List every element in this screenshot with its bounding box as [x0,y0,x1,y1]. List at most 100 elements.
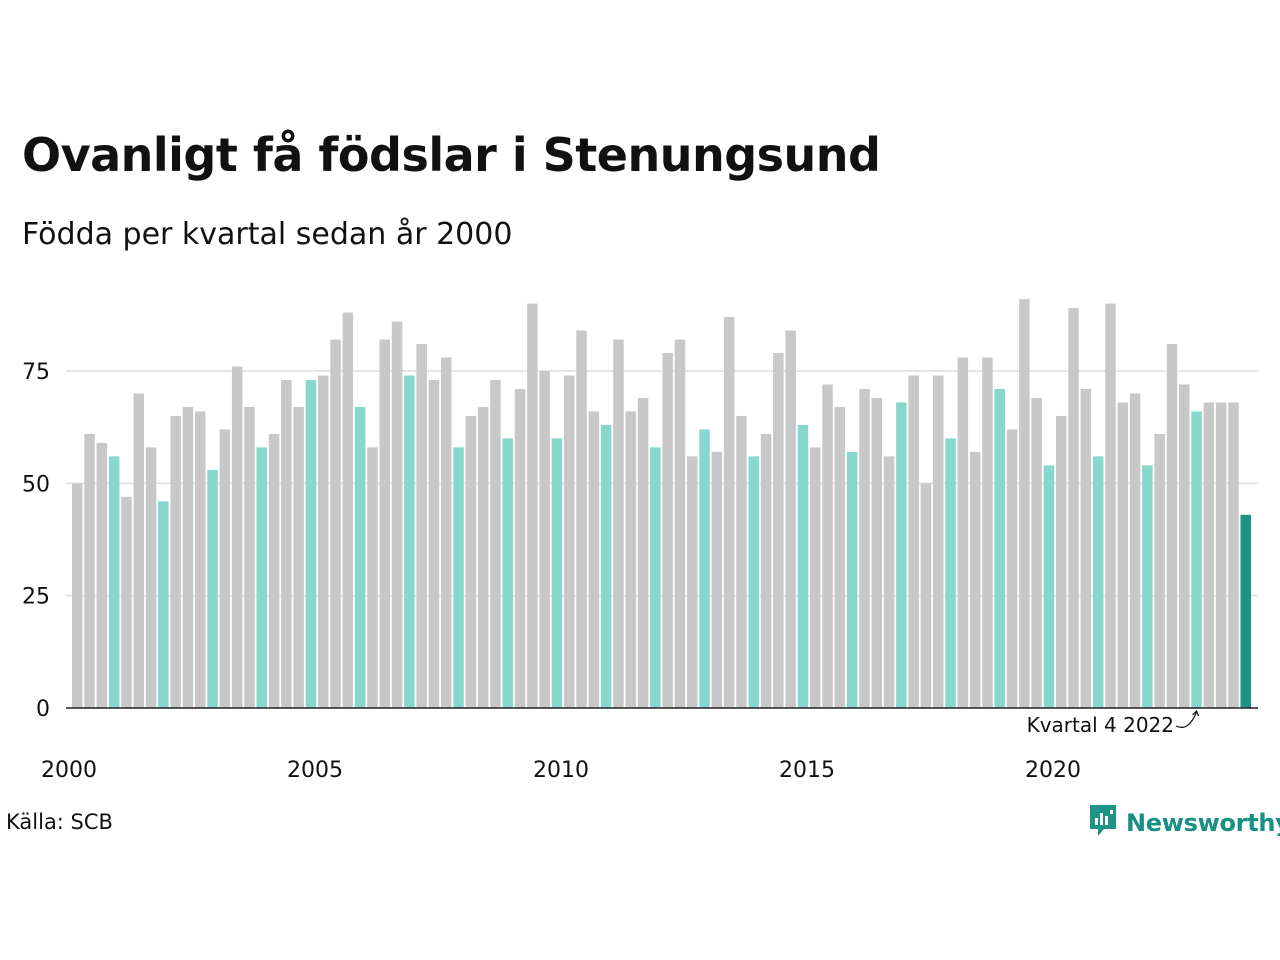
bar [195,411,206,708]
bar [969,451,981,708]
source-label: Källa: SCB [6,810,113,834]
brand-logo: Newsworthy [1088,803,1280,843]
bar [416,344,427,708]
bar [883,456,895,708]
bar [711,451,723,708]
bar [133,393,144,708]
bar [490,379,501,708]
bar [810,447,821,708]
bar [318,375,329,708]
bar [551,438,563,708]
bar [219,429,231,708]
bar [1092,456,1104,708]
x-tick-label: 2000 [41,758,97,783]
bar [182,406,194,708]
bar [1191,411,1202,708]
chart-title: Ovanligt få födslar i Stenungsund [22,128,881,182]
bar [268,433,280,708]
bar [404,375,415,708]
bar [736,415,747,708]
bar [367,447,378,708]
brand-name: Newsworthy [1126,809,1280,837]
x-axis-ticks: 2000 2005 2010 2015 2020 [41,758,1081,783]
bar [527,303,538,708]
y-tick-label: 50 [22,472,50,497]
bar [748,456,759,708]
bar [896,402,907,708]
bar [293,406,304,708]
bar [453,447,464,708]
bar [1215,402,1227,708]
bar [957,357,969,708]
bar [1129,393,1141,708]
bar [96,442,108,708]
bar [1228,402,1239,708]
bar [1068,308,1079,708]
bar [637,397,649,708]
x-tick-label: 2020 [1025,758,1081,783]
bar [1203,402,1215,708]
bar [1031,397,1042,708]
bar [576,330,587,708]
bar [441,357,452,708]
bar [846,451,858,708]
y-tick-label: 25 [22,585,50,610]
bar [379,339,390,708]
bar [108,456,120,708]
bar [662,353,673,708]
bar [773,353,784,708]
bar [281,379,292,708]
bar [822,384,833,708]
x-tick-label: 2005 [287,758,343,783]
bar [477,406,489,708]
bar [342,312,354,708]
bar [231,366,243,708]
y-tick-label: 75 [22,360,50,385]
bar [945,438,956,708]
annotation-arrow [1175,709,1200,728]
bar [1080,388,1092,708]
bar [305,379,317,708]
bar [933,375,944,708]
bar [859,388,870,708]
bar [1105,303,1116,708]
bar [982,357,993,708]
bar [785,330,796,708]
bar [502,438,513,708]
bar [723,317,735,708]
bar [539,371,550,708]
x-tick-label: 2010 [533,758,589,783]
bar [1166,344,1178,708]
bar [871,397,882,708]
bar [834,406,846,708]
bar [1142,465,1153,708]
bar [920,483,932,708]
bar [564,375,575,708]
bar [256,447,267,708]
bar [428,379,440,708]
bar [207,469,218,708]
bar [625,411,636,708]
bar [244,406,255,708]
bar [158,501,169,708]
x-tick-label: 2015 [779,758,835,783]
bar [1043,465,1055,708]
bar [797,424,809,708]
bar [465,415,477,708]
bar [994,388,1005,708]
bar [588,411,600,708]
bar [1117,402,1128,708]
bar [687,456,698,708]
bar [145,447,157,708]
bar [354,406,366,708]
bar [600,424,612,708]
bar [1056,415,1067,708]
bar [391,321,403,708]
bar [170,415,181,708]
bar [1006,429,1018,708]
bar [908,375,919,708]
bar [613,339,624,708]
bar [1179,384,1190,708]
bar [1019,299,1030,708]
